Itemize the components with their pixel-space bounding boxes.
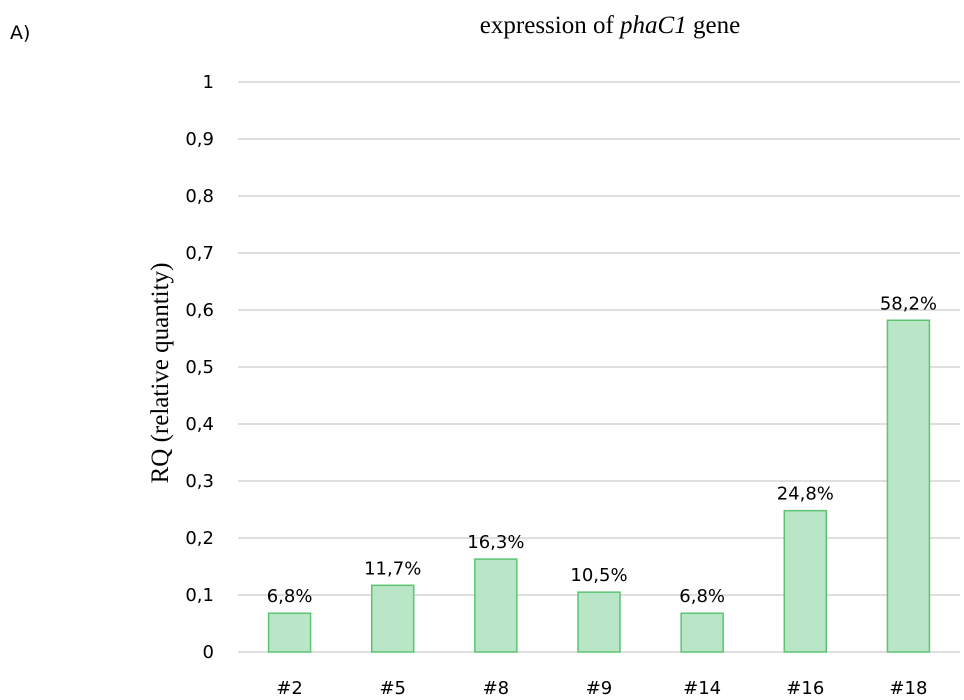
x-tick-label: #16	[786, 678, 824, 699]
bar	[577, 591, 621, 653]
panel-label: A)	[10, 22, 31, 44]
bar	[783, 509, 828, 653]
chart-title-prefix: expression of	[479, 12, 621, 39]
bar	[680, 612, 724, 653]
y-tick-label: 0,8	[185, 186, 214, 207]
y-tick-label: 0,3	[185, 471, 214, 492]
x-tick-label: #14	[683, 678, 721, 699]
x-tick-label: #18	[889, 678, 927, 699]
data-label: 58,2%	[880, 293, 937, 314]
x-tick-label: #5	[379, 678, 406, 699]
y-tick-label: 0,4	[185, 414, 214, 435]
x-tick-label: #9	[586, 678, 613, 699]
bar	[370, 584, 415, 653]
bar	[886, 319, 931, 653]
x-tick-label: #2	[276, 678, 303, 699]
y-tick-label: 1	[203, 72, 214, 93]
y-tick-label: 0,5	[185, 357, 214, 378]
data-label: 16,3%	[467, 532, 524, 553]
data-label: 10,5%	[570, 565, 627, 586]
bar	[267, 612, 312, 653]
data-label: 24,8%	[777, 484, 834, 505]
chart-title: expression of phaC1 gene	[260, 12, 960, 40]
y-axis-title: RQ (relative quantity)	[147, 263, 174, 484]
y-tick-label: 0,6	[185, 300, 214, 321]
y-tick-label: 0,1	[185, 585, 214, 606]
data-label: 11,7%	[364, 558, 421, 579]
y-tick-label: 0	[203, 642, 214, 663]
chart-title-gene: phaC1	[620, 12, 687, 39]
x-tick-label: #8	[483, 678, 510, 699]
data-label: 6,8%	[679, 586, 725, 607]
y-tick-label: 0,7	[185, 243, 214, 264]
chart-title-suffix: gene	[686, 12, 741, 39]
y-tick-label: 0,9	[185, 129, 214, 150]
bar	[474, 558, 518, 653]
y-tick-label: 0,2	[185, 528, 214, 549]
data-label: 6,8%	[267, 586, 313, 607]
